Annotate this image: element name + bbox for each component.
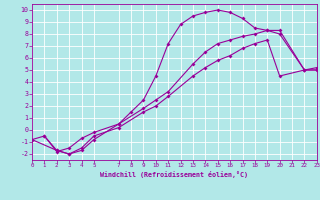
X-axis label: Windchill (Refroidissement éolien,°C): Windchill (Refroidissement éolien,°C) — [100, 171, 248, 178]
